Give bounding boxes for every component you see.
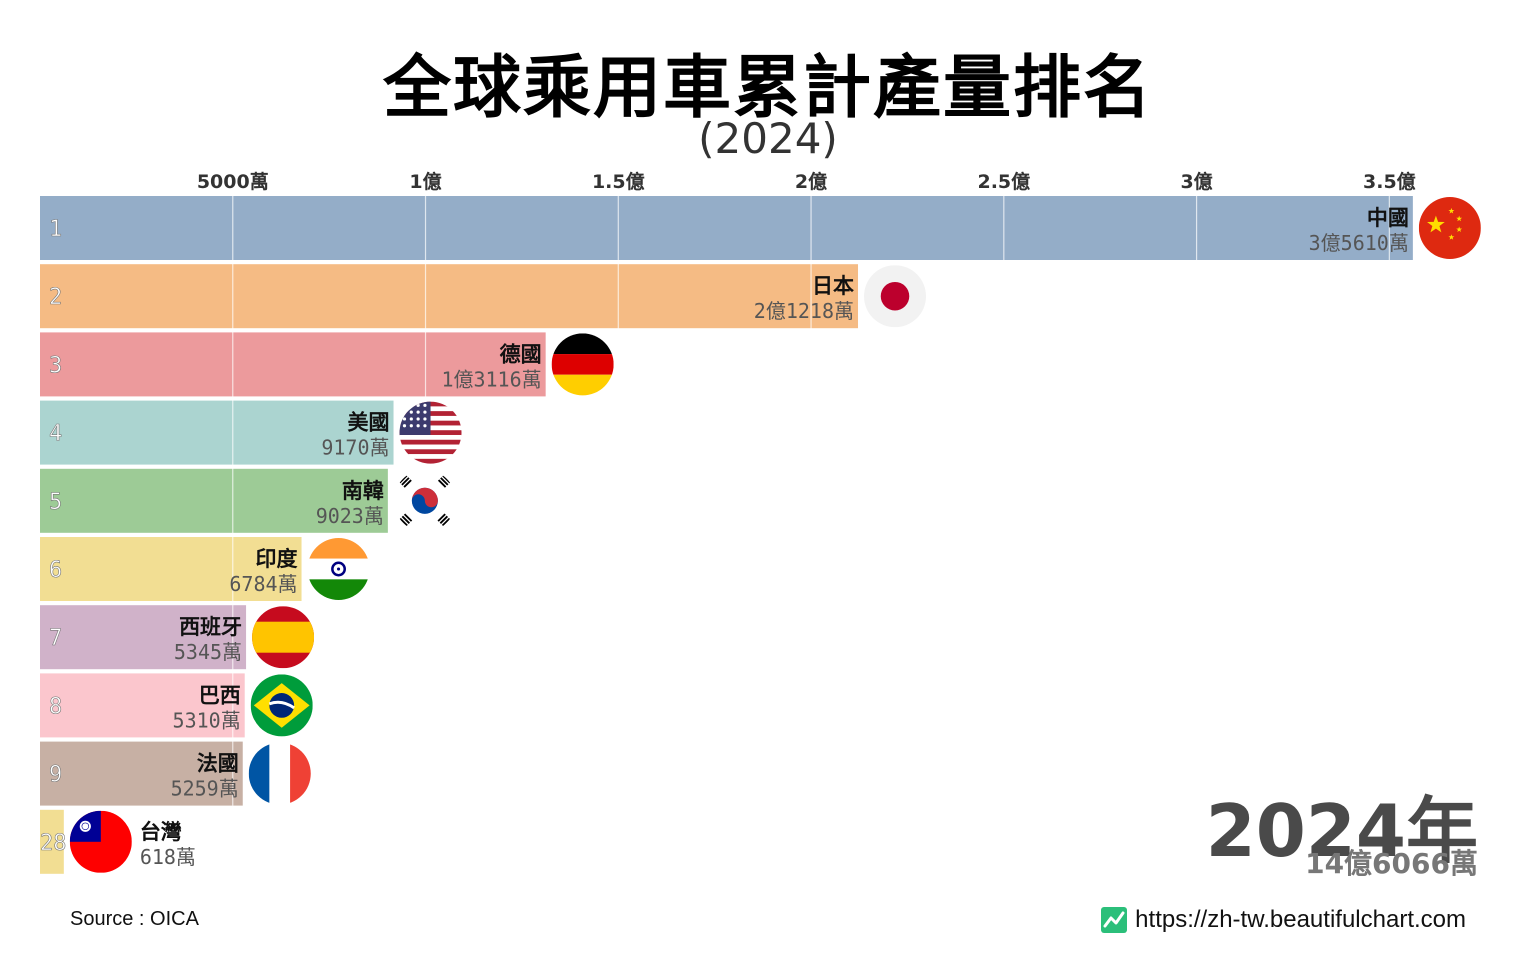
x-tick-label: 5000萬 — [197, 171, 269, 193]
bar-name-label: 法國 — [197, 752, 239, 776]
rank-label: 5 — [49, 490, 62, 515]
year-label: 2024年 — [1205, 789, 1478, 873]
x-tick-label: 3.5億 — [1363, 170, 1416, 193]
bar-value-label: 5259萬 — [171, 777, 239, 801]
bar-name-label: 西班牙 — [179, 615, 242, 639]
x-tick-label: 2億 — [795, 170, 827, 193]
rank-label: 8 — [49, 694, 62, 719]
bar-name-label: 巴西 — [199, 683, 241, 707]
japan-flag-icon — [864, 265, 927, 328]
rank-label: 2 — [49, 285, 62, 310]
bar-5 — [40, 468, 388, 533]
chart-subtitle: (2024) — [698, 114, 838, 163]
taiwan-flag-icon — [69, 810, 132, 873]
rank-label: 28 — [40, 831, 67, 856]
bar-value-label: 1億3116萬 — [441, 367, 541, 391]
bar-2 — [40, 264, 859, 329]
bar-name-label: 德國 — [500, 342, 542, 366]
bar-name-label: 印度 — [256, 547, 298, 571]
website-link[interactable]: https://zh-tw.beautifulchart.com — [1101, 906, 1466, 934]
usa-flag-icon — [399, 401, 462, 464]
bar-name-label: 南韓 — [342, 479, 384, 503]
x-tick-label: 1億 — [409, 170, 441, 193]
south-korea-flag-icon — [393, 469, 456, 532]
bar-value-label: 5310萬 — [173, 708, 241, 732]
x-tick-label: 2.5億 — [977, 170, 1030, 193]
bar-8 — [40, 673, 245, 738]
total-label: 14億6066萬 — [1305, 847, 1478, 880]
china-flag-icon — [1418, 197, 1481, 259]
bar-value-label: 9023萬 — [316, 504, 384, 528]
chart-title: 全球乘用車累計產量排名 — [382, 49, 1153, 128]
rank-label: 4 — [49, 422, 62, 447]
rank-label: 3 — [49, 353, 62, 378]
brazil-flag-icon — [250, 674, 313, 737]
x-tick-label: 3億 — [1180, 170, 1212, 193]
chart-logo-icon — [1101, 907, 1128, 933]
india-flag-icon — [307, 538, 370, 600]
germany-flag-icon — [551, 333, 614, 396]
bar-value-label: 2億1218萬 — [754, 299, 854, 323]
bar-1 — [40, 196, 1413, 260]
bar-4 — [40, 400, 394, 465]
bar-value-label: 618萬 — [140, 845, 196, 869]
source-note: Source : OICA — [70, 908, 199, 930]
bar-6 — [40, 537, 302, 601]
spain-flag-icon — [252, 606, 315, 669]
bar-3 — [40, 332, 546, 397]
website-url: https://zh-tw.beautifulchart.com — [1135, 906, 1466, 933]
x-tick-label: 1.5億 — [592, 170, 645, 193]
rank-label: 7 — [49, 626, 62, 651]
bar-value-label: 5345萬 — [174, 640, 242, 664]
bar-value-label: 9170萬 — [321, 436, 389, 460]
bar-name-label: 日本 — [812, 274, 854, 298]
rank-label: 9 — [49, 763, 62, 788]
rank-label: 1 — [49, 217, 62, 242]
rank-label: 6 — [49, 558, 62, 583]
bar-value-label: 3億5610萬 — [1309, 231, 1409, 255]
bar-name-label: 美國 — [348, 411, 390, 435]
bar-value-label: 6784萬 — [229, 572, 297, 596]
bar-28 — [40, 809, 64, 874]
bar-9 — [40, 741, 243, 806]
france-flag-icon — [248, 742, 311, 805]
bar-name-label: 台灣 — [140, 820, 182, 844]
bar-name-label: 中國 — [1367, 206, 1409, 230]
bar-7 — [40, 605, 247, 670]
